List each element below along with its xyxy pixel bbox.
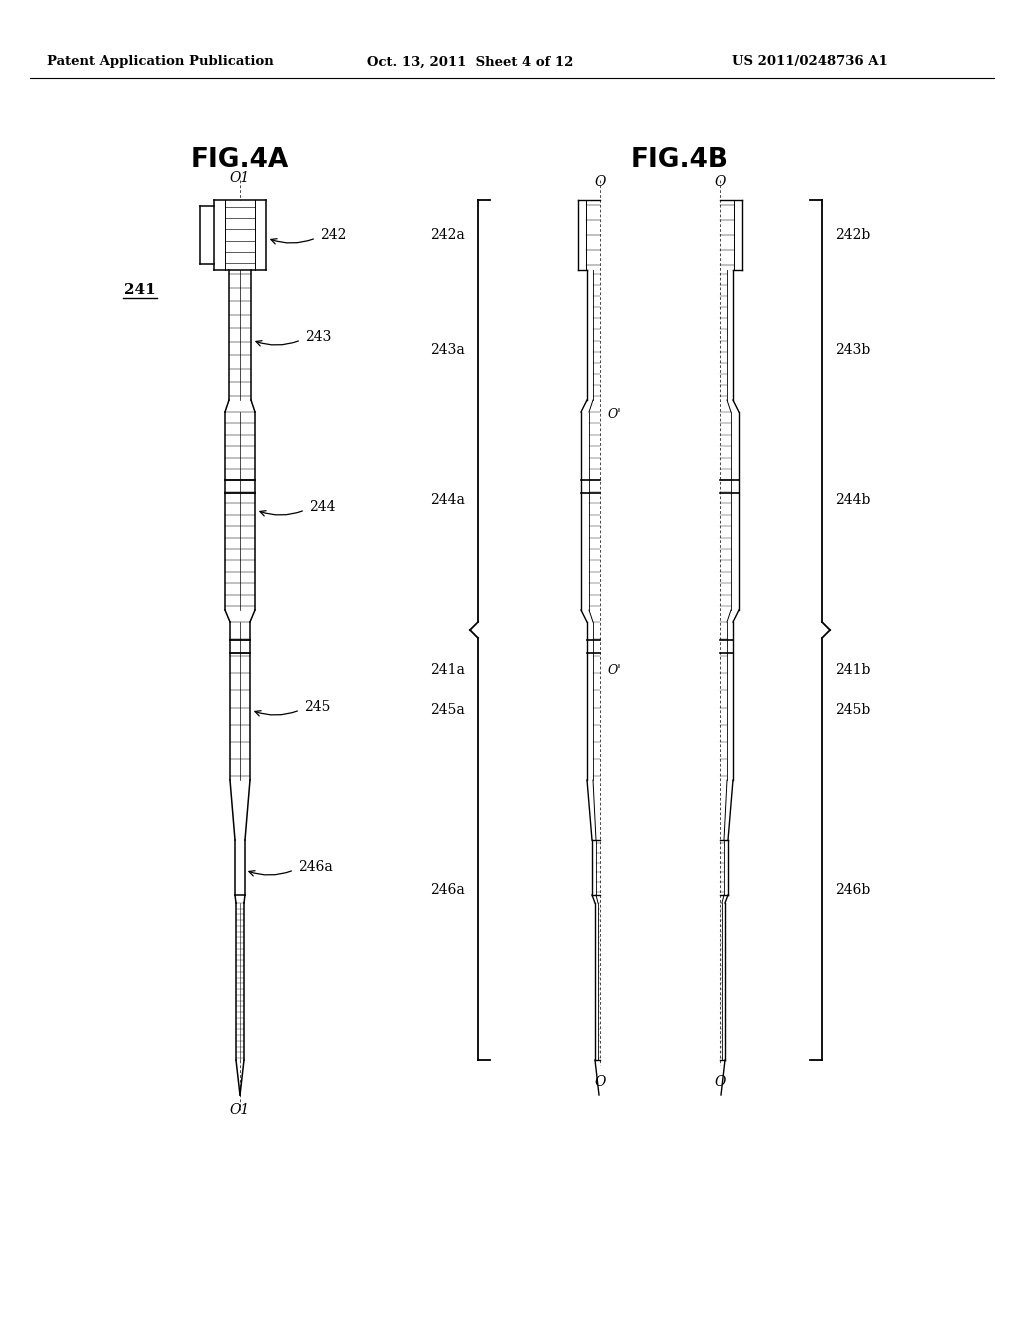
Text: 245b: 245b xyxy=(835,704,870,717)
Text: 244b: 244b xyxy=(835,492,870,507)
Text: 245: 245 xyxy=(304,700,331,714)
Text: 241: 241 xyxy=(124,282,156,297)
Text: 246a: 246a xyxy=(430,883,465,898)
Text: 242: 242 xyxy=(319,228,346,242)
Text: O': O' xyxy=(608,664,622,676)
Text: O: O xyxy=(594,1074,605,1089)
Text: Oct. 13, 2011  Sheet 4 of 12: Oct. 13, 2011 Sheet 4 of 12 xyxy=(367,55,573,69)
Text: FIG.4B: FIG.4B xyxy=(631,147,729,173)
Text: 243: 243 xyxy=(305,330,332,345)
Text: 243a: 243a xyxy=(430,343,465,356)
Text: 242b: 242b xyxy=(835,228,870,242)
Text: 241b: 241b xyxy=(835,663,870,677)
Text: O': O' xyxy=(608,408,622,421)
Text: O1: O1 xyxy=(229,172,250,185)
Text: 243b: 243b xyxy=(835,343,870,356)
Text: O: O xyxy=(715,176,726,189)
Text: US 2011/0248736 A1: US 2011/0248736 A1 xyxy=(732,55,888,69)
Text: 245a: 245a xyxy=(430,704,465,717)
Text: O: O xyxy=(715,1074,726,1089)
Text: Patent Application Publication: Patent Application Publication xyxy=(47,55,273,69)
Text: 244a: 244a xyxy=(430,492,465,507)
Text: 242a: 242a xyxy=(430,228,465,242)
Text: 246b: 246b xyxy=(835,883,870,898)
Text: 241a: 241a xyxy=(430,663,465,677)
Text: O: O xyxy=(594,176,605,189)
Text: 244: 244 xyxy=(309,500,336,513)
Text: 246a: 246a xyxy=(298,861,333,874)
Text: O1: O1 xyxy=(229,1104,250,1117)
Text: FIG.4A: FIG.4A xyxy=(190,147,289,173)
